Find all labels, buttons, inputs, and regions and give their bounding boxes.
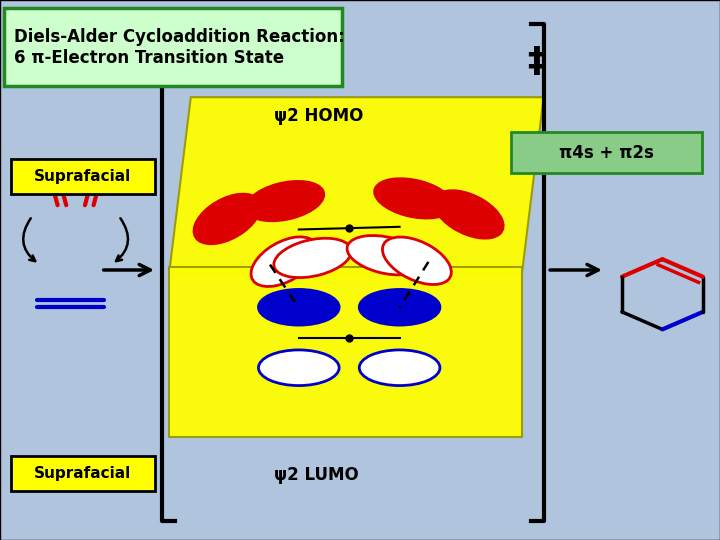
Text: Diels-Alder Cycloaddition Reaction:
6 π-Electron Transition State: Diels-Alder Cycloaddition Reaction: 6 π-… bbox=[14, 28, 345, 66]
Text: ψ2 LUMO: ψ2 LUMO bbox=[274, 466, 359, 484]
Ellipse shape bbox=[251, 237, 318, 287]
Polygon shape bbox=[169, 267, 522, 437]
Ellipse shape bbox=[434, 191, 503, 238]
Ellipse shape bbox=[274, 238, 351, 278]
Text: Suprafacial: Suprafacial bbox=[34, 170, 132, 184]
Polygon shape bbox=[169, 97, 544, 273]
Ellipse shape bbox=[194, 194, 260, 244]
FancyBboxPatch shape bbox=[11, 456, 155, 491]
Ellipse shape bbox=[347, 235, 425, 275]
Ellipse shape bbox=[359, 289, 440, 325]
Text: Suprafacial: Suprafacial bbox=[34, 467, 132, 481]
FancyBboxPatch shape bbox=[11, 159, 155, 194]
Ellipse shape bbox=[382, 237, 451, 285]
FancyBboxPatch shape bbox=[511, 132, 702, 173]
Ellipse shape bbox=[258, 289, 339, 325]
Text: π4s + π2s: π4s + π2s bbox=[559, 144, 654, 161]
Text: ψ2 HOMO: ψ2 HOMO bbox=[274, 107, 363, 125]
Ellipse shape bbox=[359, 350, 440, 386]
FancyBboxPatch shape bbox=[4, 8, 342, 86]
Ellipse shape bbox=[246, 181, 324, 221]
Ellipse shape bbox=[374, 179, 452, 218]
Text: ‡: ‡ bbox=[527, 45, 546, 79]
Ellipse shape bbox=[258, 350, 339, 386]
